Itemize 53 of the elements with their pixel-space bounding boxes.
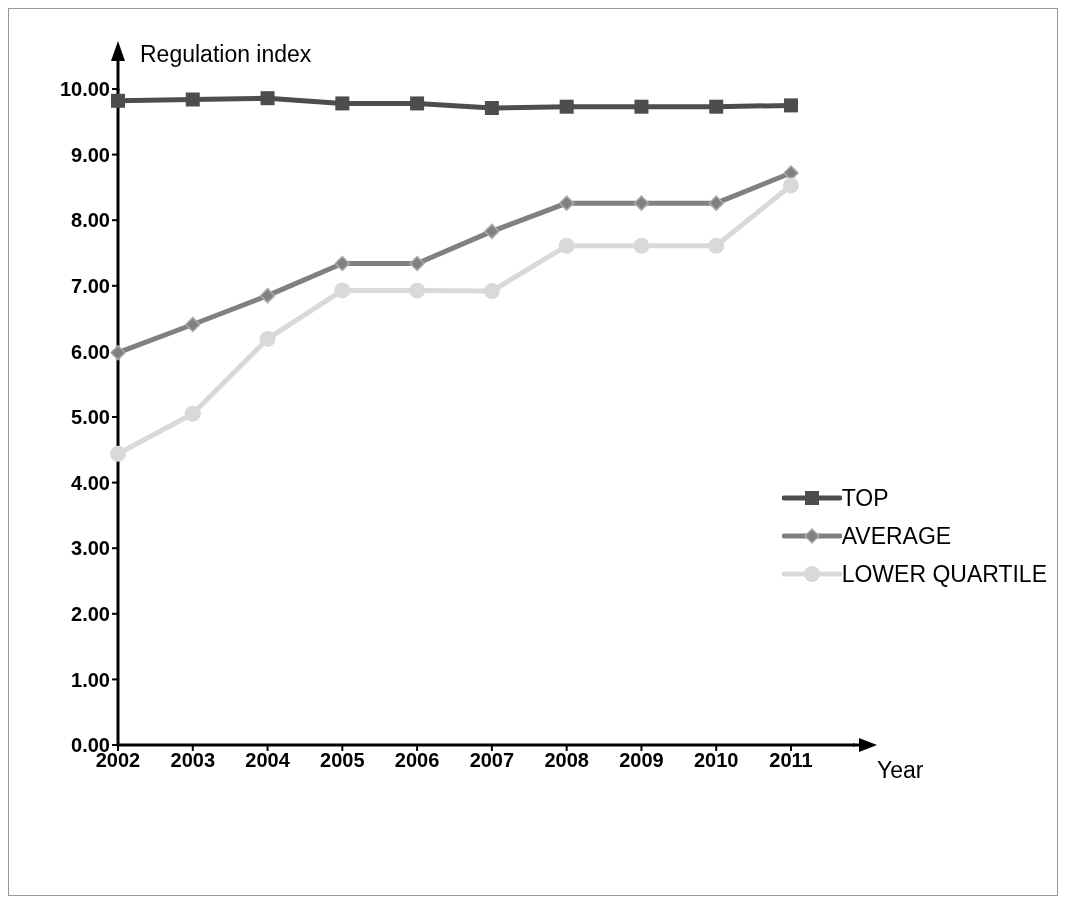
point <box>558 237 575 254</box>
y-tick-label: 2.00 <box>71 602 110 625</box>
y-tick-label: 4.00 <box>71 471 110 494</box>
legend-label: LOWER QUARTILE <box>841 560 1047 588</box>
point <box>259 287 276 304</box>
point <box>709 99 724 114</box>
x-tick-label: 2005 <box>320 749 365 772</box>
legend-label: TOP <box>841 484 889 512</box>
x-tick-label: 2009 <box>619 749 664 772</box>
point <box>559 99 574 114</box>
point <box>633 195 650 211</box>
point <box>708 195 724 211</box>
y-tick-label: 8.00 <box>71 209 110 232</box>
x-tick-label: 2010 <box>693 749 739 772</box>
point <box>483 283 500 300</box>
point <box>633 237 650 254</box>
point <box>783 177 799 194</box>
y-tick-label: 7.00 <box>71 274 110 297</box>
y-tick-label: 6.00 <box>71 340 110 363</box>
point <box>259 330 276 347</box>
x-tick-label: 2006 <box>394 749 440 772</box>
y-axis-title: Regulation index <box>140 41 312 67</box>
x-tick-label: 2004 <box>245 749 291 772</box>
point <box>184 405 201 422</box>
point <box>484 223 500 240</box>
point <box>634 99 649 114</box>
point <box>110 445 126 462</box>
point <box>784 98 798 113</box>
point <box>185 92 200 107</box>
x-axis-title: Year <box>877 757 924 783</box>
x-tick-label: 2007 <box>469 749 515 772</box>
point <box>185 316 201 333</box>
point <box>334 282 351 299</box>
y-tick-label: 5.00 <box>71 406 110 429</box>
x-tick-label: 2011 <box>769 749 813 772</box>
point <box>111 93 125 108</box>
point <box>484 101 499 116</box>
point <box>335 96 350 111</box>
point <box>410 96 425 111</box>
point <box>558 195 575 211</box>
point <box>708 237 725 254</box>
y-tick-label: 3.00 <box>71 537 110 560</box>
point <box>334 255 351 272</box>
x-tick-label: 2008 <box>544 749 589 772</box>
point <box>409 255 425 272</box>
y-tick-label: 10.00 <box>59 78 110 101</box>
y-tick-label: 9.00 <box>71 143 110 166</box>
y-tick-label: 1.00 <box>71 668 110 691</box>
x-tick-label: 2003 <box>170 749 216 772</box>
point <box>409 282 426 299</box>
point <box>260 91 275 106</box>
legend-label: AVERAGE <box>841 522 952 550</box>
point <box>110 344 126 361</box>
